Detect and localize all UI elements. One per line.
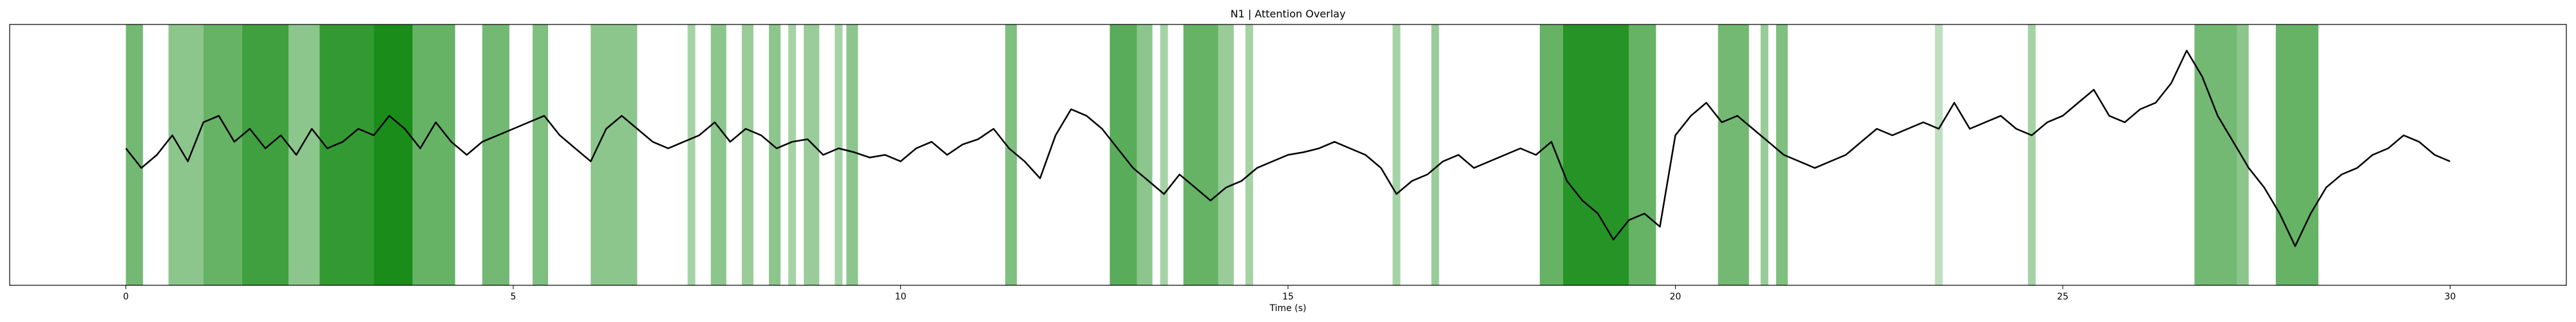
attention-band (412, 24, 455, 285)
x-tick-label: 20 (1670, 292, 1681, 302)
attention-band (687, 24, 696, 285)
attention-band (2275, 24, 2319, 285)
signal-layer (125, 50, 2450, 247)
x-tick-label: 5 (511, 292, 516, 302)
attention-band (1160, 24, 1168, 285)
attention-band (533, 24, 549, 285)
attention-band (1629, 24, 1656, 285)
attention-band (242, 24, 289, 285)
attention-band (2237, 24, 2249, 285)
attention-band (126, 24, 143, 285)
attention-band (1563, 24, 1629, 285)
attention-overlay-layer (126, 24, 2319, 285)
attention-band (2027, 24, 2036, 285)
attention-band (168, 24, 204, 285)
x-tick-label: 0 (123, 292, 129, 302)
attention-band (1218, 24, 1234, 285)
x-axis-ticks: 0 5 10 15 20 25 30 (123, 285, 2456, 302)
chart-title: N1 | Attention Overlay (1231, 8, 1346, 20)
attention-band (289, 24, 320, 285)
attention-band (1392, 24, 1401, 285)
x-tick-label: 30 (2445, 292, 2456, 302)
attention-band (835, 24, 843, 285)
attention-band (768, 24, 781, 285)
x-tick-label: 10 (895, 292, 907, 302)
attention-band (319, 24, 374, 285)
x-tick-label: 15 (1282, 292, 1294, 302)
attention-band (1718, 24, 1749, 285)
signal-line (125, 50, 2450, 247)
attention-band (788, 24, 797, 285)
attention-band (203, 24, 242, 285)
attention-band (482, 24, 509, 285)
attention-band (1137, 24, 1153, 285)
attention-band (1760, 24, 1768, 285)
attention-band (1539, 24, 1564, 285)
attention-band (846, 24, 858, 285)
x-axis-label: Time (s) (1269, 303, 1307, 314)
attention-band (374, 24, 413, 285)
attention-band (2194, 24, 2237, 285)
attention-band (1776, 24, 1788, 285)
attention-band (804, 24, 820, 285)
attention-band (591, 24, 638, 285)
attention-band (1183, 24, 1218, 285)
attention-band (741, 24, 753, 285)
x-tick-label: 25 (2057, 292, 2069, 302)
attention-band (710, 24, 726, 285)
attention-band (1245, 24, 1253, 285)
attention-band (1431, 24, 1439, 285)
attention-band (1935, 24, 1943, 285)
attention-band (1005, 24, 1017, 285)
